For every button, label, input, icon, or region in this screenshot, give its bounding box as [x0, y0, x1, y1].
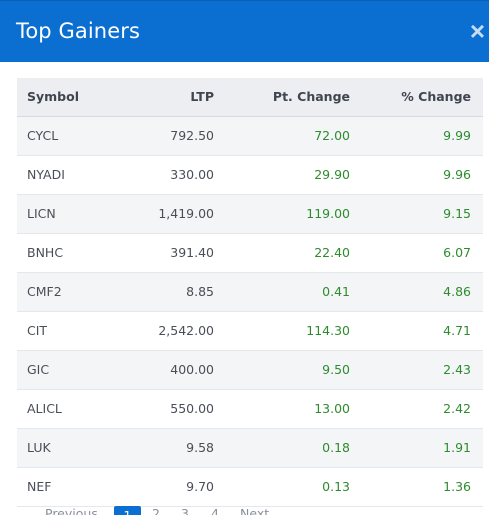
cell-ltp: 330.00: [137, 155, 214, 195]
pagination-next[interactable]: Next: [240, 506, 270, 515]
pagination-page-3[interactable]: 3: [181, 506, 189, 515]
cell-pt-change: 0.13: [214, 467, 350, 507]
close-icon[interactable]: ×: [469, 16, 485, 46]
modal-header: Top Gainers ×: [0, 0, 489, 62]
cell-ltp: 2,542.00: [137, 311, 214, 351]
cell-ltp: 8.85: [137, 272, 214, 312]
cell-symbol[interactable]: NEF: [17, 467, 137, 507]
table-row[interactable]: CIT 2,542.00 114.30 4.71: [17, 311, 483, 351]
cell-symbol[interactable]: CYCL: [17, 116, 137, 156]
pagination-page-2[interactable]: 2: [152, 506, 160, 515]
table-header-row: Symbol LTP Pt. Change % Change: [17, 78, 483, 117]
cell-pct-change: 9.15: [350, 194, 483, 234]
table-body: CYCL 792.50 72.00 9.99 NYADI 330.00 29.90 9.96 L…: [17, 116, 483, 507]
cell-symbol[interactable]: CMF2: [17, 272, 137, 312]
gainers-table: Symbol LTP Pt. Change % Change CYCL 792.5…: [17, 78, 483, 507]
modal-title: Top Gainers: [16, 19, 140, 43]
table-row[interactable]: LUK 9.58 0.18 1.91: [17, 428, 483, 468]
table-row[interactable]: NYADI 330.00 29.90 9.96: [17, 155, 483, 195]
column-header-pct-change[interactable]: % Change: [350, 78, 483, 117]
table-row[interactable]: CMF2 8.85 0.41 4.86: [17, 272, 483, 312]
table-row[interactable]: NEF 9.70 0.13 1.36: [17, 467, 483, 507]
cell-pt-change: 119.00: [214, 194, 350, 234]
cell-ltp: 391.40: [137, 233, 214, 273]
cell-pt-change: 9.50: [214, 350, 350, 390]
cell-symbol[interactable]: BNHC: [17, 233, 137, 273]
cell-symbol[interactable]: NYADI: [17, 155, 137, 195]
cell-symbol[interactable]: LUK: [17, 428, 137, 468]
gainers-table-container: Symbol LTP Pt. Change % Change CYCL 792.5…: [17, 78, 483, 507]
cell-pt-change: 72.00: [214, 116, 350, 156]
table-row[interactable]: LICN 1,419.00 119.00 9.15: [17, 194, 483, 234]
cell-pct-change: 4.71: [350, 311, 483, 351]
cell-ltp: 792.50: [137, 116, 214, 156]
cell-ltp: 550.00: [137, 389, 214, 429]
cell-ltp: 1,419.00: [137, 194, 214, 234]
cell-pct-change: 9.99: [350, 116, 483, 156]
cell-pct-change: 1.36: [350, 467, 483, 507]
table-row[interactable]: BNHC 391.40 22.40 6.07: [17, 233, 483, 273]
cell-pt-change: 13.00: [214, 389, 350, 429]
cell-symbol[interactable]: GIC: [17, 350, 137, 390]
cell-pct-change: 6.07: [350, 233, 483, 273]
cell-pct-change: 9.96: [350, 155, 483, 195]
cell-pct-change: 1.91: [350, 428, 483, 468]
cell-pt-change: 114.30: [214, 311, 350, 351]
pagination-previous[interactable]: Previous: [45, 506, 98, 515]
cell-ltp: 9.58: [137, 428, 214, 468]
column-header-symbol[interactable]: Symbol: [17, 78, 137, 117]
table-row[interactable]: ALICL 550.00 13.00 2.42: [17, 389, 483, 429]
table-row[interactable]: CYCL 792.50 72.00 9.99: [17, 116, 483, 156]
cell-pt-change: 0.41: [214, 272, 350, 312]
cell-pt-change: 0.18: [214, 428, 350, 468]
cell-pct-change: 2.43: [350, 350, 483, 390]
table-row[interactable]: GIC 400.00 9.50 2.43: [17, 350, 483, 390]
cell-pt-change: 22.40: [214, 233, 350, 273]
cell-pt-change: 29.90: [214, 155, 350, 195]
pagination-page-1[interactable]: 1: [114, 506, 141, 515]
cell-symbol[interactable]: ALICL: [17, 389, 137, 429]
cell-ltp: 400.00: [137, 350, 214, 390]
pagination-page-4[interactable]: 4: [211, 506, 219, 515]
cell-symbol[interactable]: CIT: [17, 311, 137, 351]
column-header-ltp[interactable]: LTP: [137, 78, 214, 117]
column-header-pt-change[interactable]: Pt. Change: [214, 78, 350, 117]
cell-ltp: 9.70: [137, 467, 214, 507]
cell-pct-change: 4.86: [350, 272, 483, 312]
cell-symbol[interactable]: LICN: [17, 194, 137, 234]
cell-pct-change: 2.42: [350, 389, 483, 429]
